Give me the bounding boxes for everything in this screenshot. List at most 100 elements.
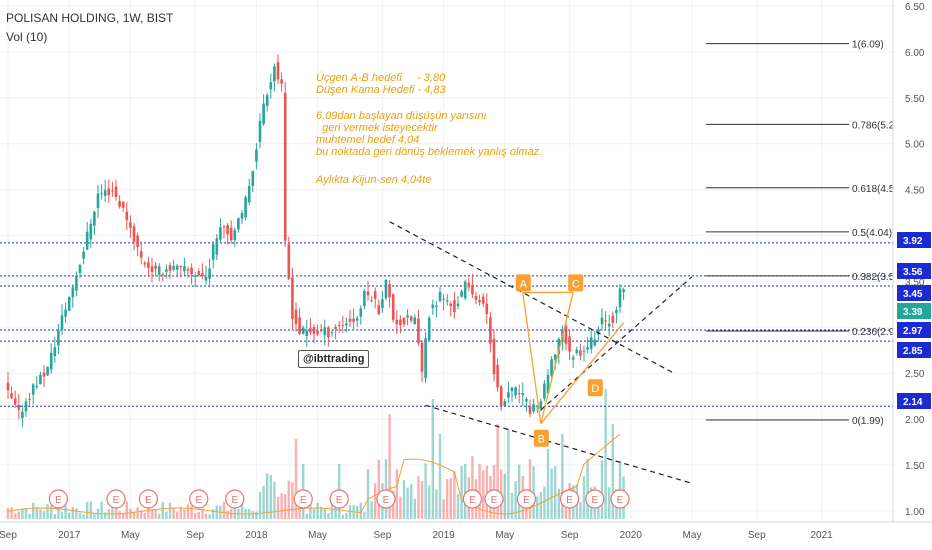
price-label-box[interactable] (897, 263, 931, 279)
candle-body (377, 305, 381, 315)
volume-bar (60, 511, 64, 519)
volume-bar (82, 514, 85, 519)
candle-body (75, 275, 78, 291)
volume-bar (17, 511, 20, 519)
earnings-marker[interactable] (138, 489, 158, 509)
earnings-marker[interactable] (329, 489, 349, 509)
earnings-marker[interactable] (516, 489, 537, 509)
volume-bar (161, 502, 164, 519)
candle-body (132, 226, 136, 242)
candle-body (150, 266, 154, 272)
price-label-box[interactable] (897, 303, 931, 319)
volume-bar (230, 508, 233, 519)
candle-body (528, 406, 532, 414)
pattern-point-a-badge[interactable] (515, 274, 531, 292)
volume-bar (125, 501, 128, 519)
earnings-marker[interactable] (484, 489, 504, 509)
candle-body (175, 265, 179, 270)
candle-body (384, 279, 388, 299)
volume-bar (384, 459, 388, 519)
volume-bar (172, 508, 175, 519)
candle-body (64, 309, 67, 317)
candle-body (582, 350, 586, 352)
candle-body (154, 265, 157, 269)
earnings-marker[interactable] (106, 489, 126, 509)
trendline-lower-wedge[interactable] (425, 404, 693, 484)
candle-body (143, 262, 147, 265)
candle-body (420, 342, 424, 372)
volume-indicator-label[interactable]: Vol (10) (6, 30, 48, 44)
annotation-line: geri vermek isteyecektir (316, 122, 438, 134)
earnings-marker[interactable] (610, 489, 630, 509)
earnings-marker[interactable] (48, 489, 69, 509)
candle-body (435, 305, 438, 307)
volume-bar (129, 508, 132, 519)
volume-bar (518, 464, 521, 519)
volume-bar (597, 499, 600, 519)
earnings-marker[interactable] (376, 489, 396, 509)
candle-body (49, 352, 53, 370)
candle-body (553, 354, 557, 360)
price-label-box[interactable] (897, 393, 931, 409)
earnings-marker[interactable] (225, 489, 245, 509)
earnings-marker[interactable] (293, 489, 313, 509)
volume-bar (201, 508, 204, 519)
pattern-point-label: B (538, 434, 545, 446)
volume-moving-average (7, 433, 621, 515)
price-label-box[interactable] (897, 285, 931, 301)
candle-body (229, 228, 233, 241)
trendline-ascending-support[interactable] (540, 276, 693, 411)
pattern-point-label: A (520, 278, 528, 290)
earnings-marker[interactable] (559, 489, 580, 509)
volume-bar (503, 473, 506, 519)
annotation-line: Üçgen A-B hedefi - 3,80 (316, 72, 446, 84)
candle-body (427, 317, 431, 341)
volume-bar (600, 460, 604, 519)
pattern-point-b-badge[interactable] (533, 429, 549, 447)
volume-bar (309, 501, 312, 519)
pattern-point-d-badge[interactable] (587, 379, 603, 397)
price-label-box[interactable] (897, 232, 931, 248)
volume-bar (165, 511, 168, 519)
candle-body (283, 93, 287, 241)
y-tick-label: 2.00 (905, 415, 925, 426)
candle-body (215, 238, 219, 255)
x-tick-label: Sep (561, 530, 579, 541)
candle-body (10, 393, 13, 399)
candle-body (568, 336, 571, 352)
candle-body (312, 327, 316, 334)
y-tick-label: 6.00 (905, 48, 925, 59)
price-label-box[interactable] (897, 342, 931, 358)
earnings-marker[interactable] (189, 489, 209, 509)
b-d-support-line[interactable] (540, 322, 625, 425)
volume-bar (449, 478, 452, 519)
candle-body (604, 320, 607, 322)
pattern-point-c-badge[interactable] (568, 274, 584, 292)
candle-body (111, 190, 114, 192)
volume-bar (442, 499, 445, 519)
price-label-box[interactable] (897, 322, 931, 338)
volume-bar (21, 508, 24, 519)
x-tick-label: Sep (0, 530, 17, 541)
volume-bar (608, 487, 611, 519)
volume-bar (395, 469, 398, 519)
volume-bar (6, 508, 10, 519)
candle-body (391, 294, 395, 321)
earnings-marker[interactable] (462, 489, 482, 509)
y-tick-label: 3.50 (905, 277, 925, 288)
candle-body (24, 401, 28, 412)
candle-body (316, 330, 319, 335)
volume-bar (291, 482, 294, 519)
earnings-marker[interactable] (585, 489, 605, 509)
candle-body (118, 200, 121, 207)
trendline-upper-wedge[interactable] (389, 221, 675, 374)
pattern-point-label: C (572, 278, 580, 290)
volume-bar (46, 504, 49, 519)
volume-bar (359, 502, 362, 519)
volume-bar (510, 492, 514, 519)
candle-body (323, 327, 327, 336)
candle-body (251, 171, 255, 186)
candle-body (370, 300, 373, 302)
candle-body (337, 324, 341, 326)
